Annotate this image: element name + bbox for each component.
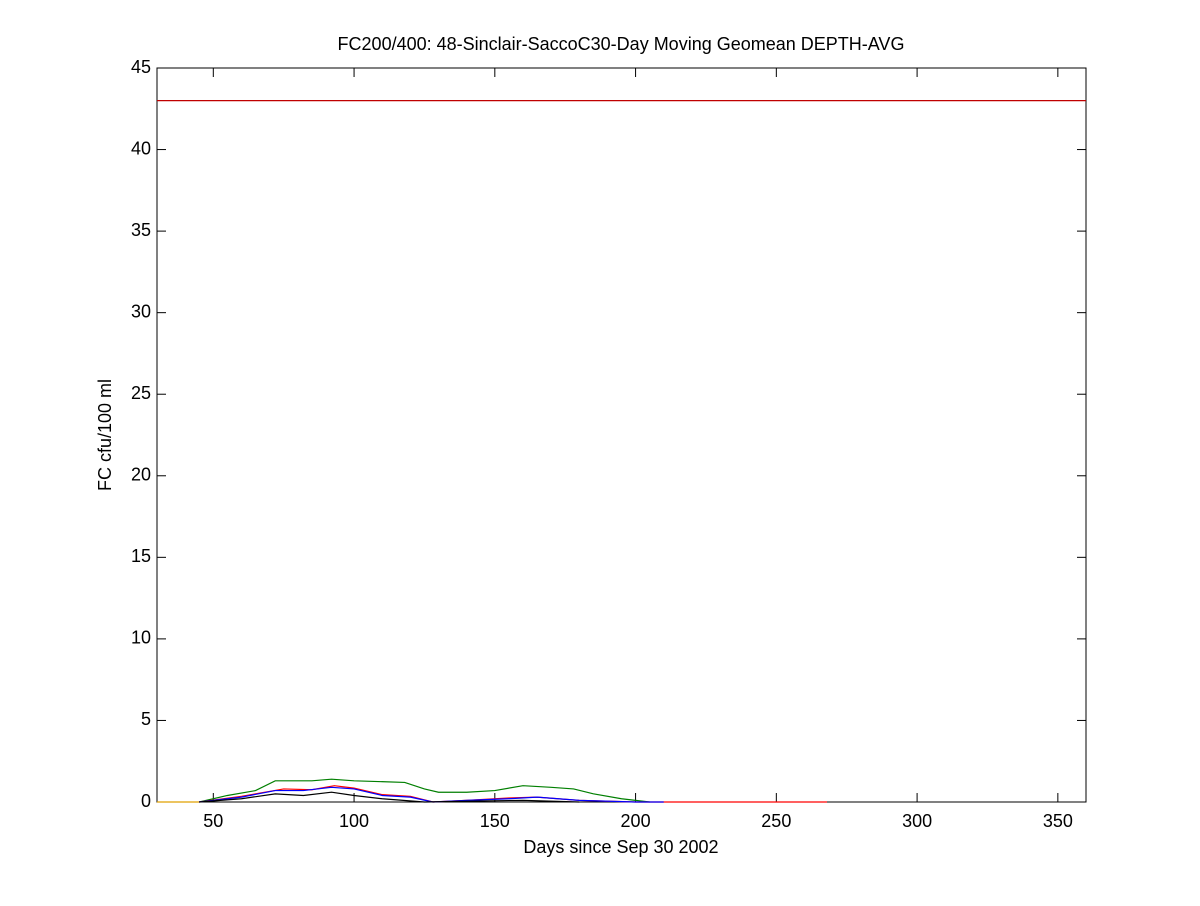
y-axis-label: FC cfu/100 ml <box>95 379 115 491</box>
x-tick-label: 150 <box>480 811 510 831</box>
series-line <box>199 786 664 803</box>
y-tick-label: 15 <box>131 546 151 566</box>
x-tick-label: 250 <box>761 811 791 831</box>
y-tick-label: 25 <box>131 383 151 403</box>
y-tick-label: 40 <box>131 138 151 158</box>
y-tick-label: 35 <box>131 220 151 240</box>
series-line <box>199 791 580 803</box>
x-tick-label: 300 <box>902 811 932 831</box>
x-tick-label: 350 <box>1043 811 1073 831</box>
y-tick-label: 5 <box>141 709 151 729</box>
y-tick-label: 10 <box>131 628 151 648</box>
y-tick-label: 45 <box>131 57 151 77</box>
y-tick-label: 20 <box>131 465 151 485</box>
series-line <box>199 778 650 803</box>
y-tick-label: 30 <box>131 301 151 321</box>
y-tick-label: 0 <box>141 791 151 811</box>
x-tick-label: 200 <box>621 811 651 831</box>
x-tick-label: 100 <box>339 811 369 831</box>
chart-title: FC200/400: 48-Sinclair-SaccoC30-Day Movi… <box>338 34 905 54</box>
x-axis-label: Days since Sep 30 2002 <box>523 837 718 857</box>
x-tick-label: 50 <box>203 811 223 831</box>
